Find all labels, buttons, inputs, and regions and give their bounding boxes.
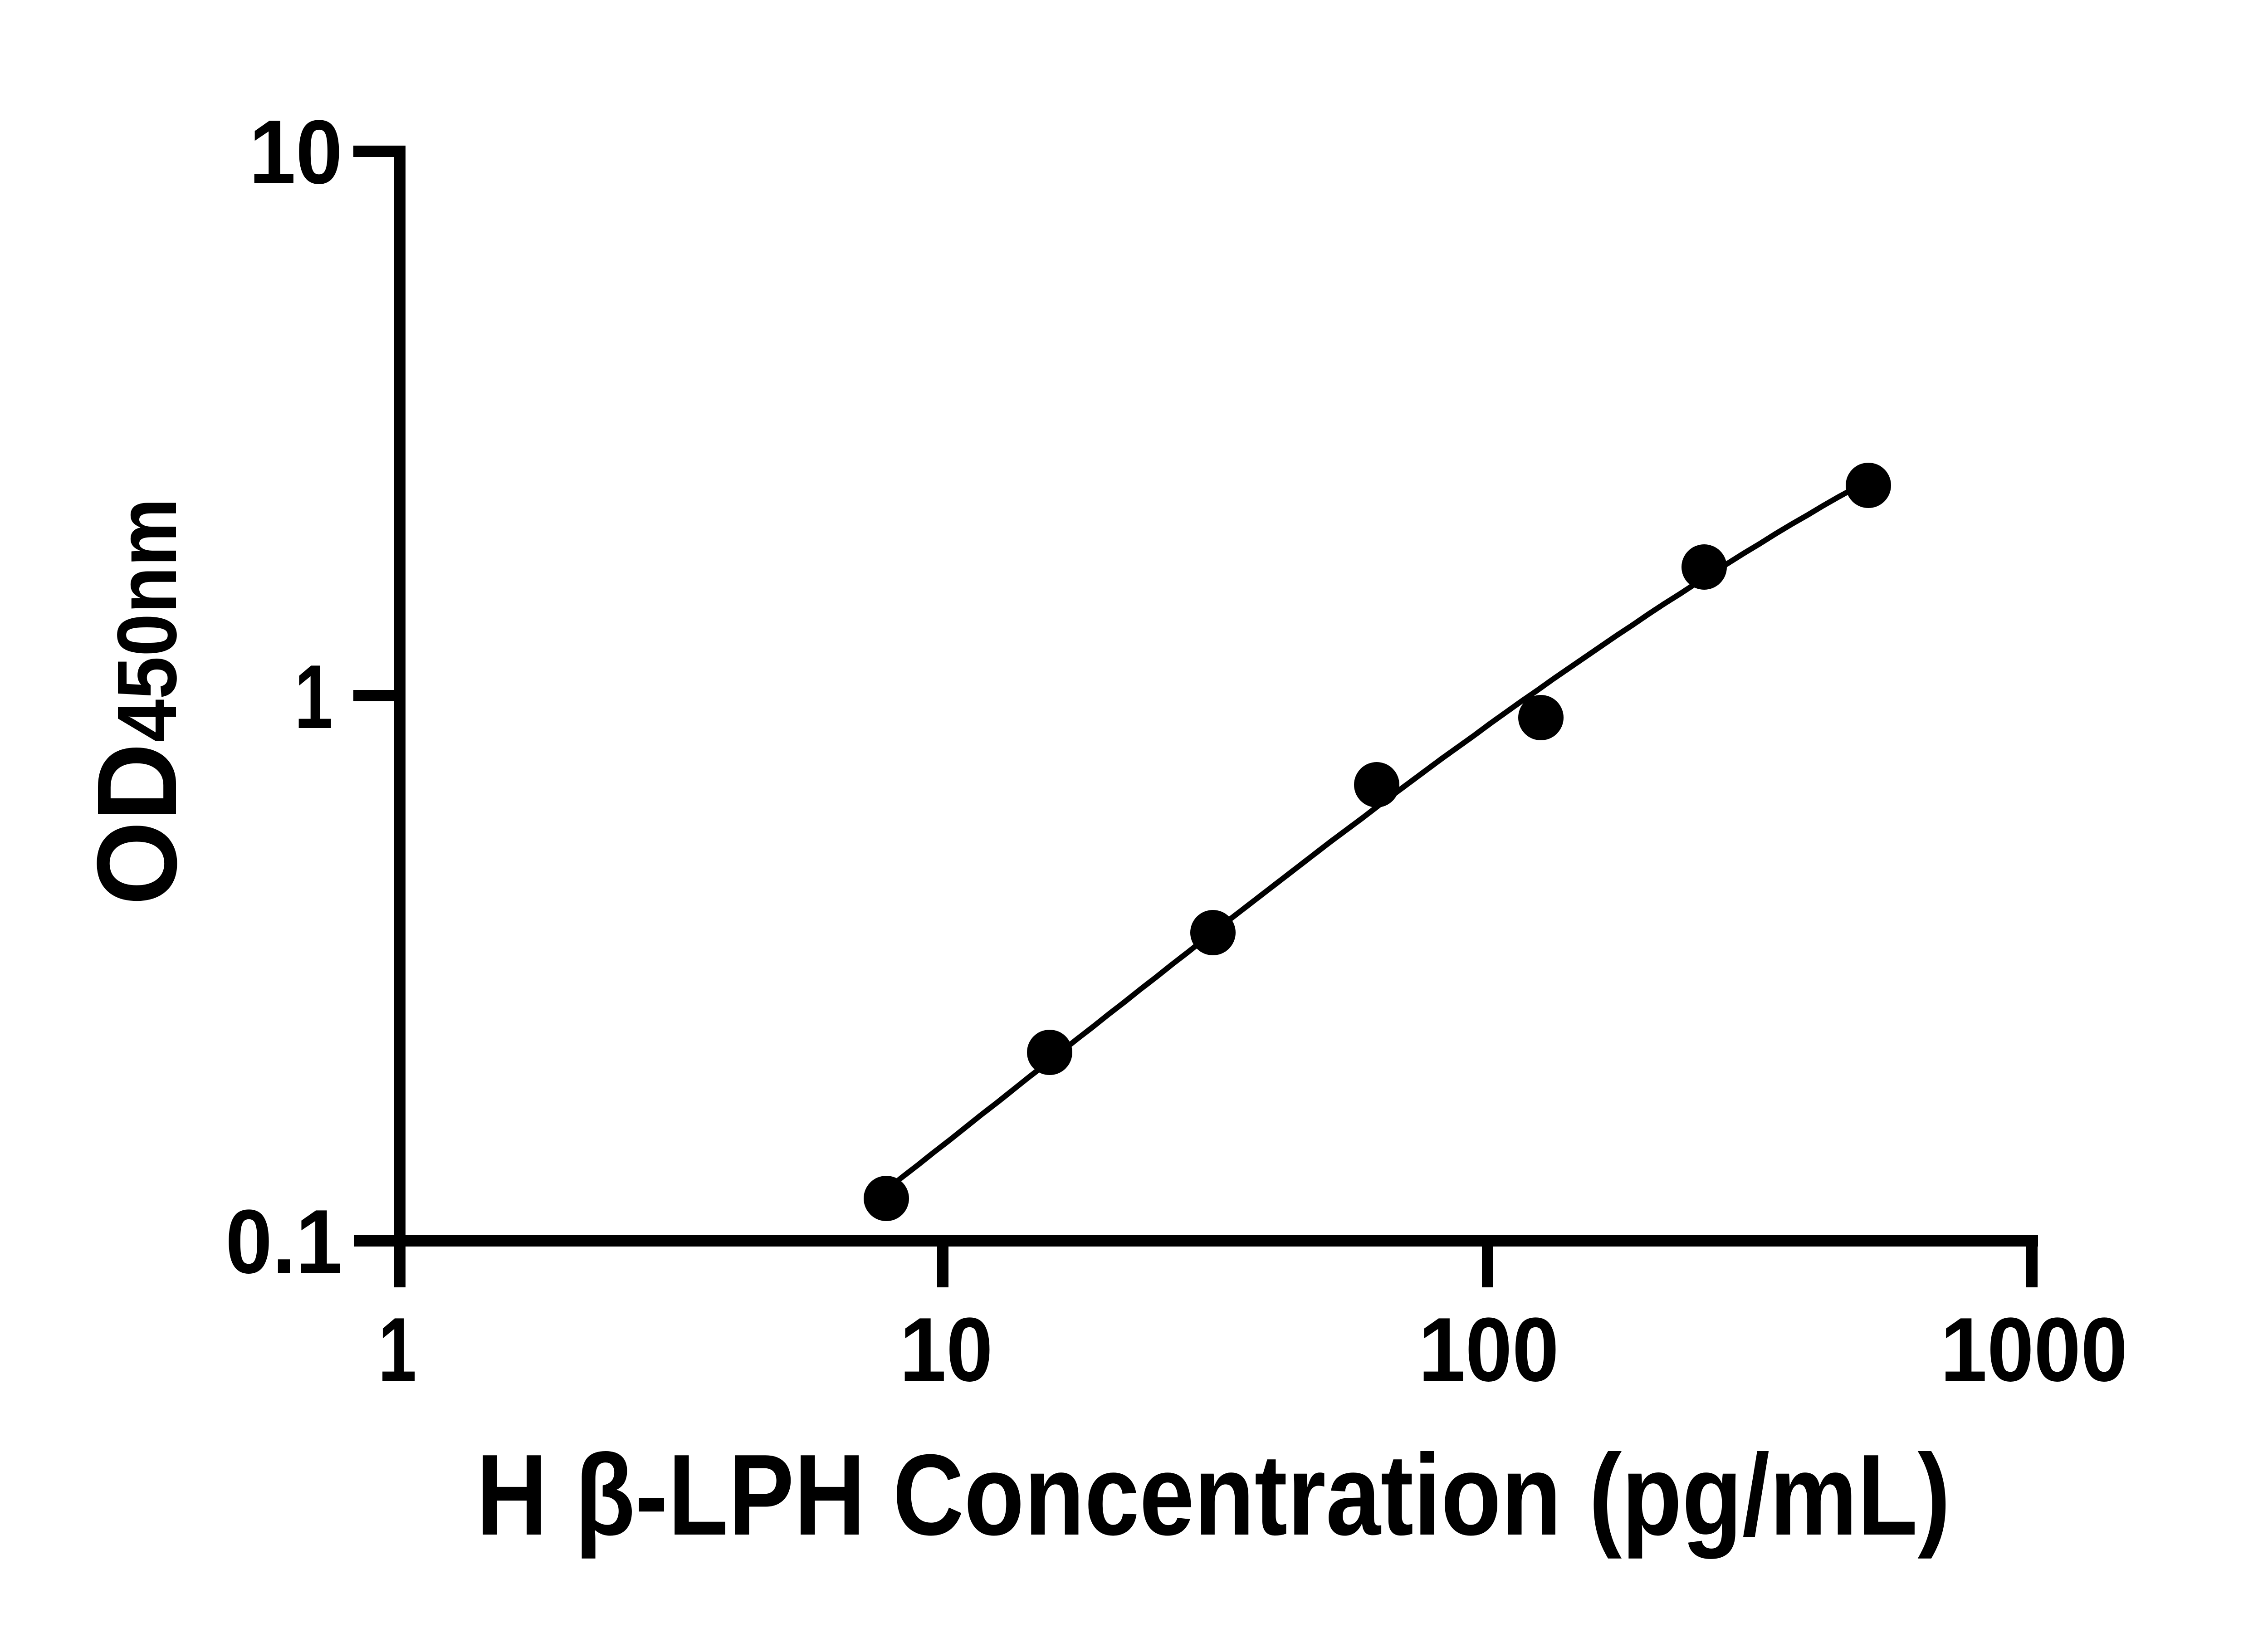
svg-text:OD: OD [73, 743, 200, 905]
svg-text:450nm: 450nm [100, 498, 194, 742]
svg-text:10: 10 [899, 1299, 993, 1400]
svg-text:10: 10 [249, 102, 342, 203]
svg-text:H β-LPH Concentration (pg/mL): H β-LPH Concentration (pg/mL) [476, 1430, 1950, 1559]
svg-text:1: 1 [294, 646, 333, 748]
svg-text:1: 1 [378, 1299, 417, 1400]
svg-text:0.1: 0.1 [225, 1191, 342, 1292]
svg-text:100: 100 [1418, 1299, 1559, 1400]
svg-text:1000: 1000 [1941, 1299, 2128, 1400]
